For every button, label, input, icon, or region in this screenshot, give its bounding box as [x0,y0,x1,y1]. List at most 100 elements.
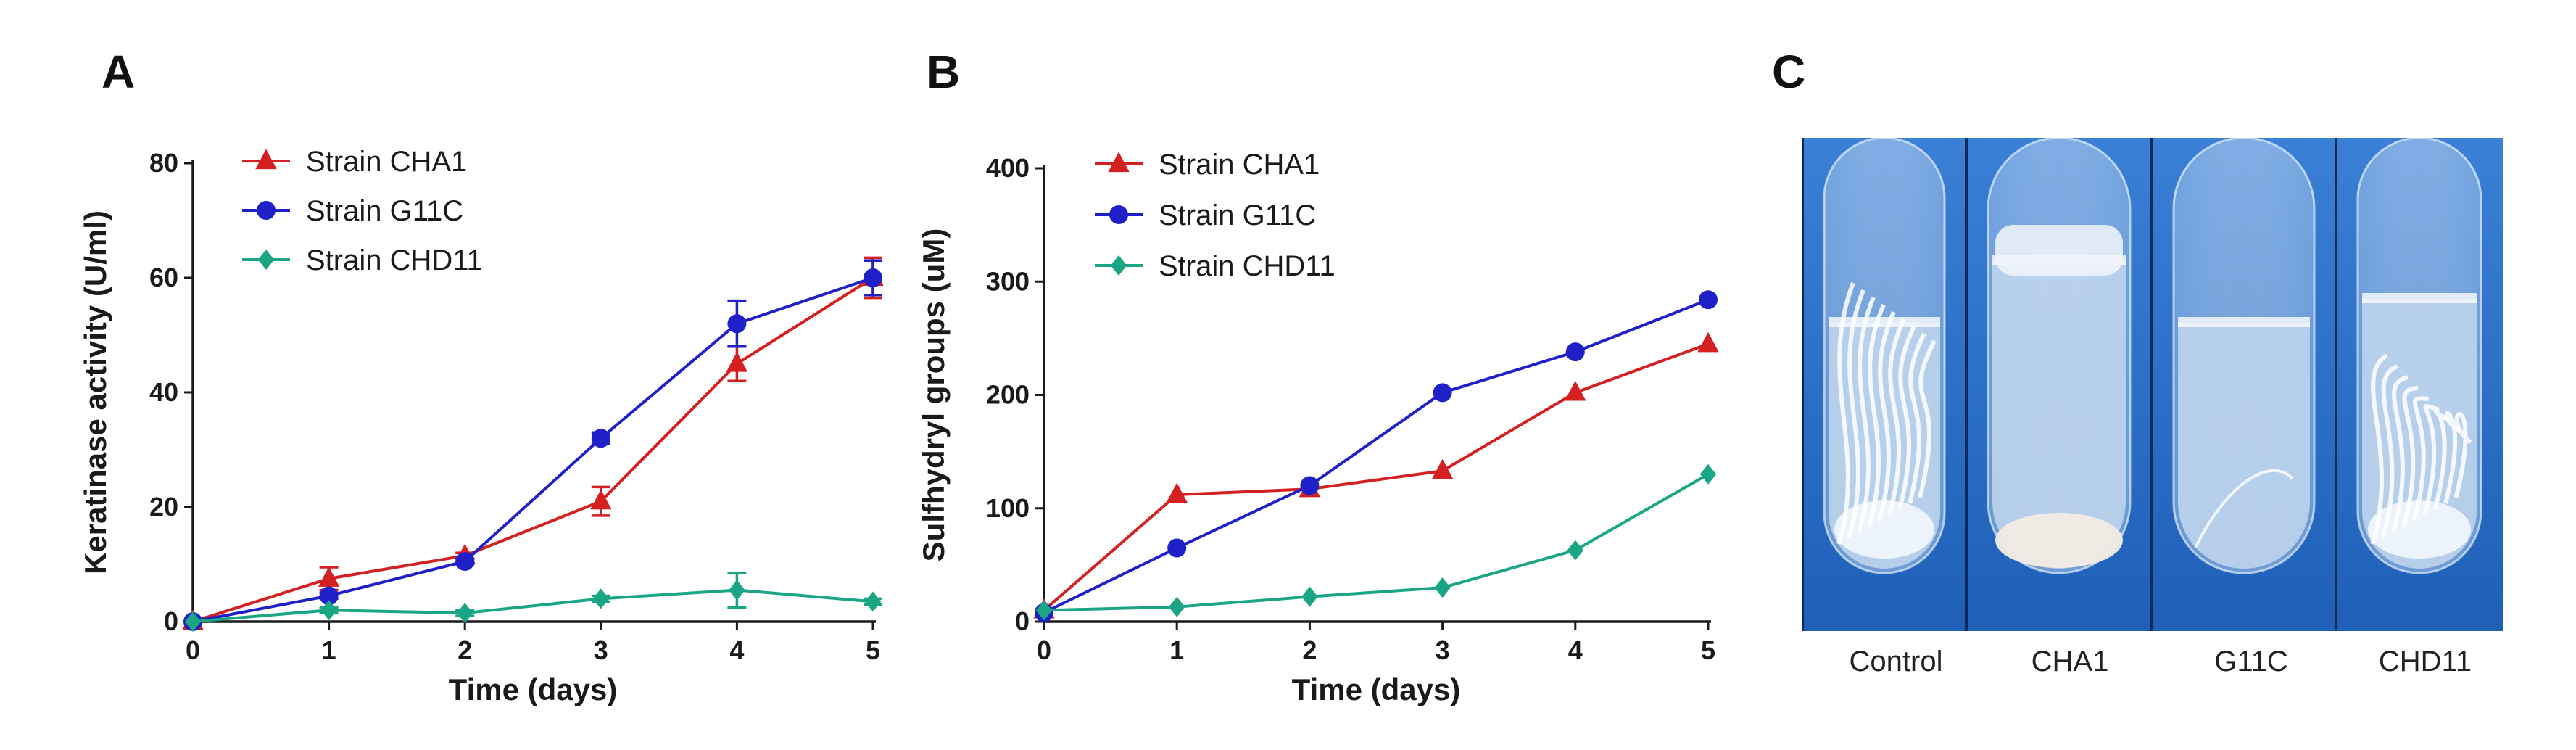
data-point-2-1 [1169,596,1185,617]
photo-label-chd11: CHD11 [2378,646,2472,677]
y-tick-label: 80 [149,148,178,178]
data-point-2-4 [1567,540,1583,561]
series-line-1 [1043,298,1709,614]
feather-strand [2411,396,2430,522]
data-point-2-2 [1301,586,1318,607]
data-point-1-1 [1167,538,1187,558]
x-tick-label: 0 [1037,635,1051,665]
panel-letter-a: A [102,46,136,98]
test-tube-photo-drawing [1801,136,2503,631]
feather-mass [2368,500,2471,559]
feather-strand [1908,332,1926,504]
series-line-0 [192,276,874,623]
foam [1995,225,2123,276]
y-tick-label: 400 [986,153,1030,183]
x-tick-label: 3 [594,635,608,665]
feather-strand [1867,303,1886,527]
legend-label-0: Strain CHA1 [306,146,467,178]
data-point-2-3 [1434,577,1451,598]
liquid-meniscus [2362,293,2477,303]
data-point-1-3 [1433,383,1452,403]
x-tick-label: 1 [322,635,336,665]
sediment [1995,513,2123,568]
data-point-0-1 [1166,482,1188,503]
legend-label-1: Strain G11C [1159,199,1316,231]
data-point-0-4 [1565,380,1586,401]
y-axis-title: Keratinase activity (U/ml) [78,210,112,574]
feather-strand [2194,469,2294,548]
feather-strand [2391,375,2409,533]
data-point-2-5 [1699,463,1717,485]
legend-swatch-marker [1108,152,1130,173]
data-point-2-0 [184,611,202,632]
feather-strand [2422,404,2440,516]
test-tube-photo [1801,136,2503,631]
series-line-0 [1043,342,1709,611]
data-point-2-0 [1035,600,1053,621]
legend-swatch-marker [257,250,275,270]
data-point-1-4 [1565,342,1585,362]
legend-swatch-marker [1109,205,1128,224]
feather-strand [1857,296,1876,533]
y-tick-label: 40 [149,377,178,407]
y-tick-label: 200 [986,380,1030,410]
chart-sulfhydryl-groups: 0 100 200 300 400 0 1 2 3 4 5 Time (days) Sulfhydryl… [916,149,1719,706]
x-axis-title: Time (days) [449,672,618,706]
feather-strand [1836,281,1855,545]
feather-strand [1918,339,1937,498]
photo-label-g11c: G11C [2214,646,2288,677]
data-point-1-3 [591,429,610,448]
y-tick-label: 0 [164,606,178,636]
tube-liquid [2178,323,2310,569]
x-tick-label: 2 [457,635,472,665]
feather-strand [1877,310,1896,522]
chart-keratinase-activity: 0 20 40 60 80 0 1 2 3 4 5 Time (days) Keratinase act… [78,146,884,706]
y-axis-title: Sulfhydryl groups (uM) [916,228,951,562]
photo-label-cha1: CHA1 [2031,646,2109,677]
x-tick-label: 2 [1302,635,1317,665]
x-tick-label: 5 [866,635,880,665]
x-tick-label: 3 [1436,635,1450,665]
series-line-2 [192,588,874,623]
y-tick-label: 60 [149,263,178,292]
feather-strand [1887,318,1906,516]
panel-letter-c: C [1772,46,1806,98]
legend-label-2: Strain CHD11 [1159,250,1335,282]
data-point-0-1 [318,566,340,587]
feather-strand [2443,411,2461,504]
photo-label-control: Control [1849,646,1943,677]
data-point-1-2 [455,552,475,572]
y-tick-label: 100 [986,493,1030,523]
data-point-0-4 [726,352,748,372]
data-point-1-5 [864,268,882,287]
x-tick-label: 4 [729,635,744,665]
x-tick-label: 4 [1568,635,1583,665]
data-point-1-2 [1300,476,1320,495]
data-point-2-4 [729,580,745,601]
y-tick-label: 20 [149,492,178,522]
data-point-2-3 [592,588,609,609]
liquid-meniscus [2178,317,2310,327]
x-tick-label: 1 [1169,635,1184,665]
feather-mass [1834,500,1934,559]
tube-liquid [1992,261,2126,569]
series-line-2 [1043,473,1709,612]
data-point-0-5 [1697,331,1719,353]
feather-strand [2432,408,2451,510]
data-point-2-5 [864,591,882,612]
legend-swatch-marker [255,149,277,170]
feather-strand [2453,412,2472,498]
legend-swatch-marker [1110,255,1127,276]
data-point-0-3 [590,489,612,510]
feather-strand [2370,353,2388,545]
x-axis-title: Time (days) [1292,672,1461,706]
feather-strand [2380,364,2398,539]
data-point-0-3 [1431,458,1454,479]
y-tick-label: 0 [1015,606,1030,636]
y-tick-label: 300 [986,266,1030,296]
panel-letter-b: B [927,46,961,98]
data-point-1-4 [727,314,747,334]
data-point-1-1 [319,586,339,606]
feather-strand [1897,325,1916,510]
x-tick-label: 5 [1701,635,1715,665]
